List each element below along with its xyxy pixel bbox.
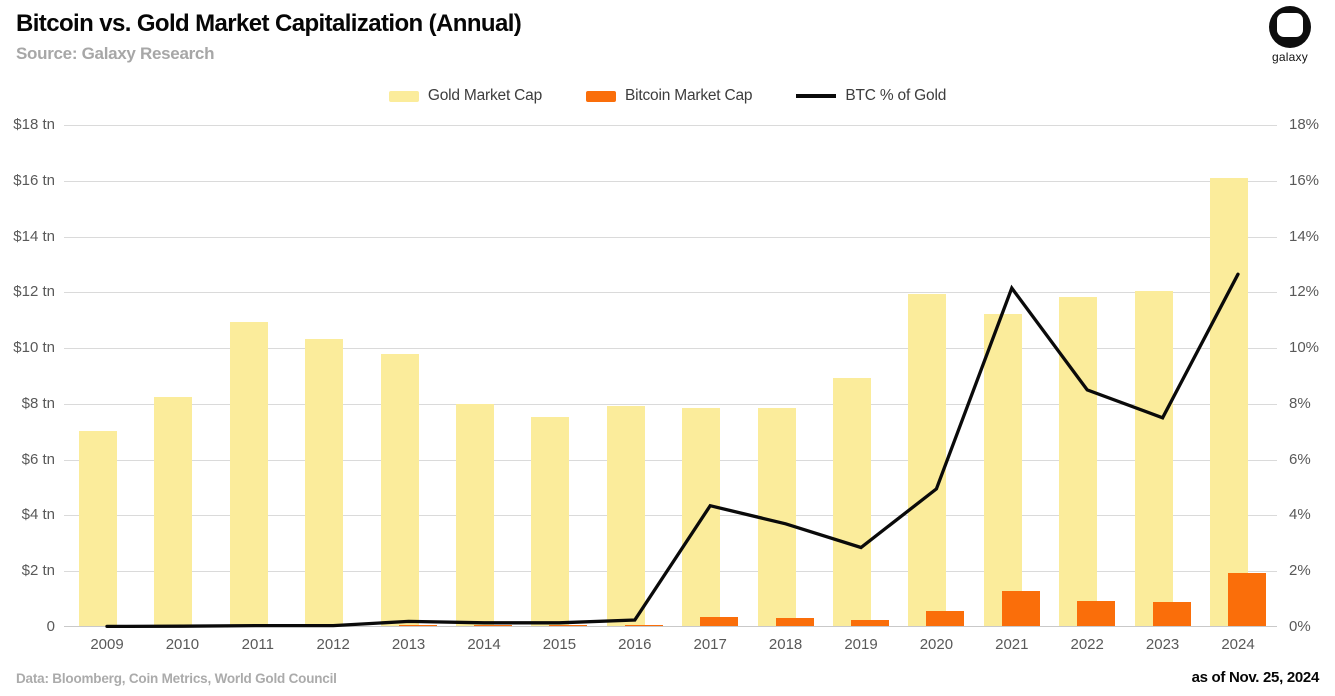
gold-bar-2019 — [833, 377, 871, 626]
gridline — [64, 180, 1277, 182]
x-axis-label-2014: 2014 — [467, 636, 501, 653]
bitcoin-bar-2024 — [1228, 573, 1266, 626]
left-axis-tick: 0 — [46, 618, 55, 635]
gold-bar-2016 — [606, 405, 645, 626]
galaxy-logo: galaxy — [1261, 6, 1319, 64]
x-axis-label-2022: 2022 — [1070, 636, 1104, 653]
btc-pct-line-layer — [105, 272, 1240, 629]
bitcoin-bar-2016 — [624, 624, 663, 626]
right-axis-tick: 0% — [1289, 618, 1311, 635]
x-axis-label-2023: 2023 — [1145, 636, 1180, 653]
gridline — [64, 348, 1277, 350]
gold-swatch-icon — [388, 90, 419, 102]
x-axis-label-2024: 2024 — [1221, 636, 1255, 653]
right-axis-tick: 16% — [1289, 171, 1320, 189]
left-axis-tick: $12 tn — [13, 283, 55, 301]
gridline — [64, 403, 1277, 405]
x-axis-label-2011: 2011 — [241, 636, 274, 653]
line-swatch-icon — [796, 94, 837, 98]
gold-bar-2021 — [983, 313, 1022, 626]
bitcoin-bar-2015 — [549, 624, 588, 626]
right-axis-tick: 2% — [1289, 562, 1311, 580]
data-source-note: Data: Bloomberg, Coin Metrics, World Gol… — [16, 671, 337, 686]
as-of-date: as of Nov. 25, 2024 — [1191, 669, 1320, 686]
gold-bar-2022 — [1059, 296, 1098, 626]
page-title: Bitcoin vs. Gold Market Capitalization (… — [16, 10, 522, 37]
page-subtitle: Source: Galaxy Research — [16, 44, 215, 63]
x-axis-label-2015: 2015 — [542, 636, 577, 653]
left-axis-tick: $2 tn — [21, 562, 55, 580]
legend-item-btc-pct: BTC % of Gold — [796, 87, 946, 105]
bitcoin-bar-2014 — [474, 624, 512, 626]
bitcoin-bar-2023 — [1152, 602, 1191, 626]
gold-bar-2020 — [908, 294, 947, 626]
bitcoin-bar-2022 — [1077, 600, 1116, 626]
left-axis-tick: $14 tn — [13, 227, 55, 245]
plot-area — [64, 125, 1277, 629]
right-axis-tick: 8% — [1289, 394, 1311, 412]
legend-label: BTC % of Gold — [845, 87, 947, 104]
bitcoin-bar-2018 — [775, 618, 814, 626]
gridline — [64, 459, 1277, 461]
chart-legend: Gold Market Cap Bitcoin Market Cap BTC %… — [0, 86, 1335, 106]
gold-bar-2023 — [1134, 291, 1173, 626]
legend-item-bitcoin: Bitcoin Market Cap — [586, 87, 753, 105]
x-axis-label-2020: 2020 — [919, 636, 954, 653]
bitcoin-bar-2017 — [700, 616, 739, 626]
x-axis-label-2019: 2019 — [844, 636, 878, 653]
galaxy-logo-text: galaxy — [1272, 50, 1308, 64]
btc-pct-line — [105, 272, 1240, 629]
x-axis-label-2021: 2021 — [995, 636, 1029, 653]
left-axis-tick: $16 tn — [13, 171, 55, 189]
left-axis-tick: $10 tn — [13, 339, 55, 357]
left-axis-tick: $18 tn — [13, 116, 55, 133]
bitcoin-bar-2021 — [1001, 591, 1040, 626]
bitcoin-bar-2019 — [851, 620, 889, 626]
x-axis-label-2018: 2018 — [768, 636, 803, 653]
gridline — [64, 292, 1277, 294]
right-axis-tick: 14% — [1289, 227, 1320, 245]
bitcoin-bar-2013 — [398, 624, 437, 626]
legend-label: Gold Market Cap — [427, 87, 543, 104]
gold-bar-2015 — [531, 416, 570, 626]
gold-bar-2014 — [456, 404, 494, 626]
left-axis-tick: $6 tn — [21, 450, 55, 468]
gold-bar-2013 — [380, 354, 419, 626]
x-axis-label-2017: 2017 — [693, 636, 727, 653]
legend-item-gold: Gold Market Cap — [388, 87, 543, 105]
right-axis-tick: 6% — [1289, 450, 1311, 468]
legend-label: Bitcoin Market Cap — [625, 87, 753, 104]
gold-bar-2011 — [229, 322, 268, 626]
gridline — [64, 571, 1277, 573]
x-axis-label-2013: 2013 — [391, 636, 426, 653]
gridline — [64, 125, 1277, 126]
right-axis-tick: 12% — [1289, 283, 1320, 301]
gold-bar-2009 — [79, 430, 117, 626]
gold-bar-2010 — [154, 397, 193, 626]
right-axis-tick: 18% — [1289, 116, 1320, 133]
x-axis-label-2010: 2010 — [165, 636, 200, 653]
x-axis-label-2016: 2016 — [618, 636, 652, 653]
x-axis-label-2009: 2009 — [90, 636, 124, 653]
gridline — [64, 515, 1277, 517]
x-axis-label-2012: 2012 — [316, 636, 350, 653]
left-axis-tick: $4 tn — [21, 506, 55, 524]
bitcoin-bar-2020 — [926, 610, 965, 626]
gold-bar-2012 — [305, 338, 344, 626]
galaxy-logo-icon — [1269, 6, 1311, 48]
left-axis-tick: $8 tn — [21, 394, 55, 412]
right-axis-tick: 4% — [1289, 506, 1311, 524]
bitcoin-swatch-icon — [586, 90, 617, 102]
gold-bar-2024 — [1210, 178, 1248, 626]
right-axis-tick: 10% — [1289, 339, 1320, 357]
gridline — [64, 236, 1277, 238]
